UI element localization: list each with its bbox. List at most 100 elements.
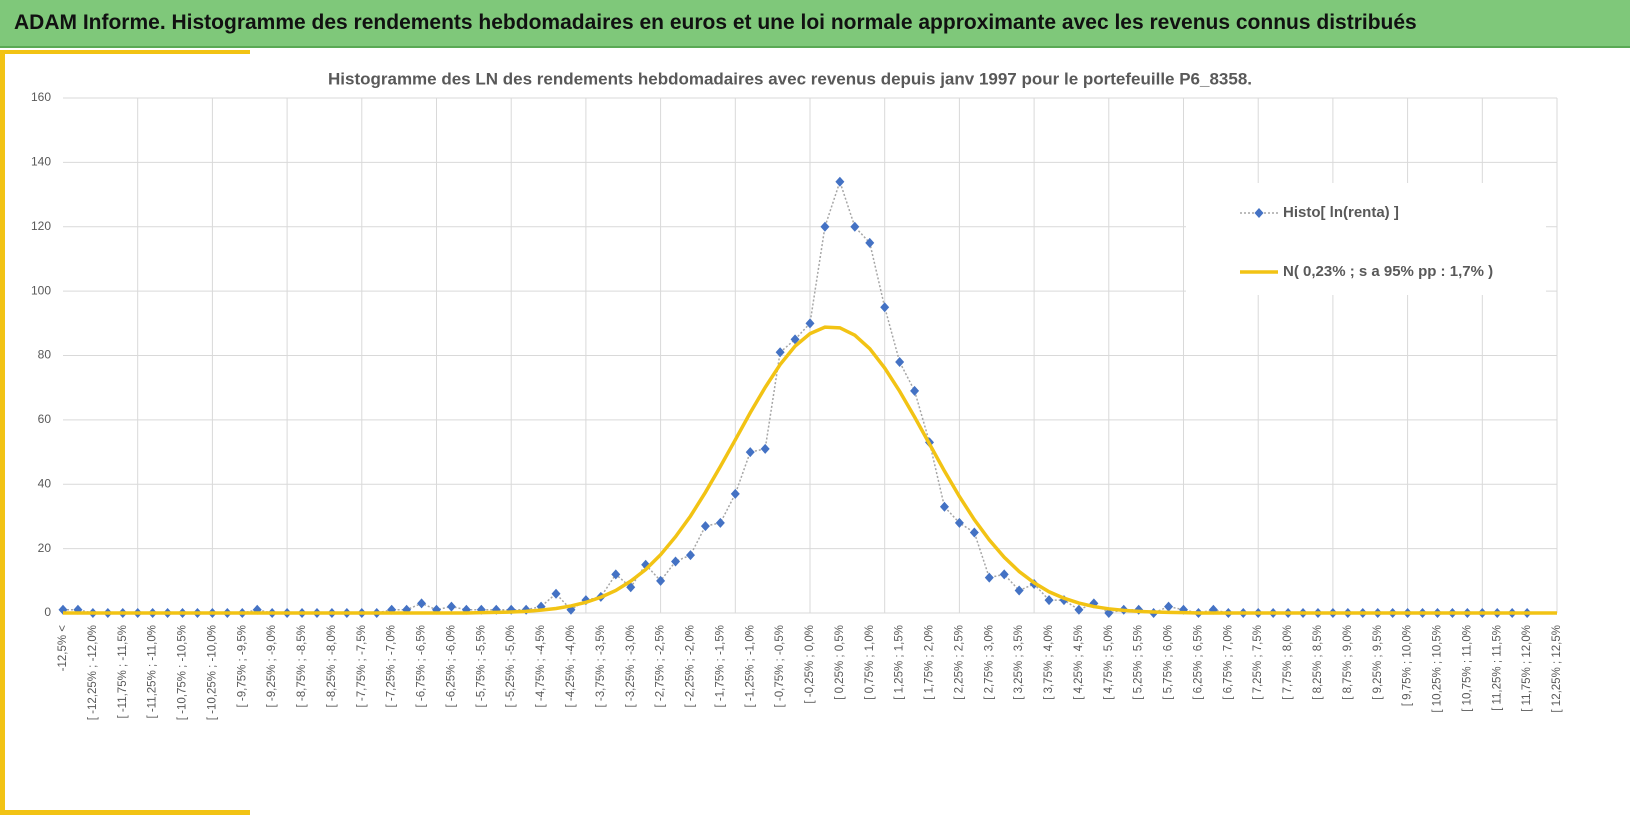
marker <box>820 221 830 232</box>
y-tick-label: 100 <box>31 283 51 297</box>
x-tick-label: [ 1,25% ; 1,5% <box>894 625 906 700</box>
y-tick-label: 40 <box>38 476 52 490</box>
x-tick-label: [ 6,25% ; 6,5% <box>1192 625 1204 700</box>
marker <box>805 318 815 329</box>
marker <box>626 582 636 593</box>
x-tick-label: [ -5,75% ; -5,5% <box>475 625 487 707</box>
marker <box>730 488 740 499</box>
marker <box>939 501 949 512</box>
x-tick-label: [ 3,75% ; 4,0% <box>1043 625 1055 700</box>
marker <box>1074 604 1084 615</box>
legend-label: Histo[ ln(renta) ] <box>1283 204 1399 221</box>
marker <box>999 569 1009 580</box>
header: ADAM Informe. Histogramme des rendements… <box>0 0 1630 48</box>
marker <box>954 517 964 528</box>
x-tick-label: [ 5,75% ; 6,0% <box>1163 625 1175 700</box>
legend-marker <box>1254 208 1264 218</box>
marker <box>775 347 785 358</box>
marker <box>969 527 979 538</box>
x-tick-label: [ 7,75% ; 8,0% <box>1282 625 1294 700</box>
x-tick-label: [ -8,75% ; -8,5% <box>296 625 308 707</box>
x-tick-label: [ -3,75% ; -3,5% <box>595 625 607 707</box>
x-tick-label: [ 2,25% ; 2,5% <box>953 625 965 700</box>
marker <box>745 447 755 458</box>
marker <box>790 334 800 345</box>
x-tick-label: [ 3,25% ; 3,5% <box>1013 625 1025 700</box>
y-tick-label: 120 <box>31 219 51 233</box>
x-tick-label: [ 0,25% ; 0,5% <box>834 625 846 700</box>
x-tick-label: [ -10,25% ; -10,0% <box>206 625 218 720</box>
x-tick-label: [ 10,25% ; 10,5% <box>1432 625 1444 713</box>
x-tick-label: [ -1,75% ; -1,5% <box>714 625 726 707</box>
marker <box>656 575 666 586</box>
x-tick-label: [ -0,75% ; -0,5% <box>774 625 786 707</box>
marker <box>880 302 890 313</box>
x-tick-label: [ 8,25% ; 8,5% <box>1312 625 1324 700</box>
x-tick-label: [ -4,25% ; -4,0% <box>565 625 577 707</box>
marker <box>984 572 994 583</box>
legend-label: N( 0,23% ; s a 95% pp : 1,7% ) <box>1283 263 1493 280</box>
y-tick-label: 140 <box>31 155 51 169</box>
legend-box <box>1186 183 1546 295</box>
x-tick-label: [ 4,75% ; 5,0% <box>1103 625 1115 700</box>
marker <box>1044 595 1054 606</box>
marker <box>611 569 621 580</box>
x-tick-label: [ -11,75% ; -11,5% <box>117 625 129 719</box>
marker <box>895 356 905 367</box>
accent <box>0 50 5 815</box>
x-tick-label: [ 11,75% ; 12,0% <box>1521 625 1533 712</box>
x-tick-label: [ 2,75% ; 3,0% <box>983 625 995 700</box>
x-tick-label: [ -0,25% ; 0,0% <box>804 625 816 704</box>
y-tick-label: 60 <box>38 412 52 426</box>
x-tick-label: [ -7,25% ; -7,0% <box>386 625 398 707</box>
x-tick-label: [ 9,75% ; 10,0% <box>1402 625 1414 706</box>
x-tick-label: [ -11,25% ; -11,0% <box>147 625 159 719</box>
marker <box>417 598 427 609</box>
x-tick-label: [ -10,75% ; -10,5% <box>177 625 189 720</box>
x-tick-label: [ -6,25% ; -6,0% <box>445 625 457 707</box>
y-tick-label: 80 <box>38 348 52 362</box>
marker <box>671 556 681 567</box>
x-tick-label: [ -1,25% ; -1,0% <box>744 625 756 707</box>
x-tick-label: [ -2,75% ; -2,5% <box>655 625 667 707</box>
x-tick-label: [ 4,25% ; 4,5% <box>1073 625 1085 700</box>
x-tick-label: [ -7,75% ; -7,5% <box>356 625 368 707</box>
accent <box>0 50 250 54</box>
x-tick-label: [ -4,75% ; -4,5% <box>535 625 547 707</box>
accent <box>0 810 250 815</box>
x-tick-label: [ 8,75% ; 9,0% <box>1342 625 1354 700</box>
legend: Histo[ ln(renta) ] N( 0,23% ; s a 95% pp … <box>1186 183 1546 295</box>
y-tick-label: 20 <box>38 541 52 555</box>
header-title: ADAM Informe. Histogramme des rendements… <box>14 11 1417 34</box>
marker <box>910 385 920 396</box>
x-tick-label: [ 0,75% ; 1,0% <box>864 625 876 700</box>
x-tick-label: [ -3,25% ; -3,0% <box>625 625 637 707</box>
x-tick-label: [ 5,25% ; 5,5% <box>1133 625 1145 700</box>
x-tick-label: [ 12,25% ; 12,5% <box>1551 625 1563 713</box>
y-tick-label: 0 <box>44 605 51 619</box>
x-tick-label: [ 9,25% ; 9,5% <box>1372 625 1384 700</box>
marker <box>685 550 695 561</box>
x-tick-label: [ 1,75% ; 2,0% <box>924 625 936 700</box>
marker <box>551 588 561 599</box>
chart-title: Histogramme des LN des rendements hebdom… <box>328 69 1252 88</box>
x-tick-label: [ 6,75% ; 7,0% <box>1222 625 1234 700</box>
normal-curve <box>63 325 1557 615</box>
x-tick-label: [ -12,25% ; -12,0% <box>87 625 99 720</box>
x-tick-label: [ -9,75% ; -9,5% <box>236 625 248 707</box>
marker <box>850 221 860 232</box>
marker <box>1164 601 1174 612</box>
marker <box>446 601 456 612</box>
marker <box>715 517 725 528</box>
marker <box>1014 585 1024 596</box>
x-tick-label: [ -9,25% ; -9,0% <box>266 625 278 707</box>
x-tick-label: [ -6,75% ; -6,5% <box>416 625 428 707</box>
x-tick-label: [ 10,75% ; 11,0% <box>1461 625 1473 712</box>
chart: Histogramme des LN des rendements hebdom… <box>0 50 1563 815</box>
marker <box>700 521 710 532</box>
x-tick-label: -12,5% < <box>57 625 69 672</box>
marker <box>865 237 875 248</box>
y-tick-label: 160 <box>31 90 51 104</box>
marker <box>760 443 770 454</box>
